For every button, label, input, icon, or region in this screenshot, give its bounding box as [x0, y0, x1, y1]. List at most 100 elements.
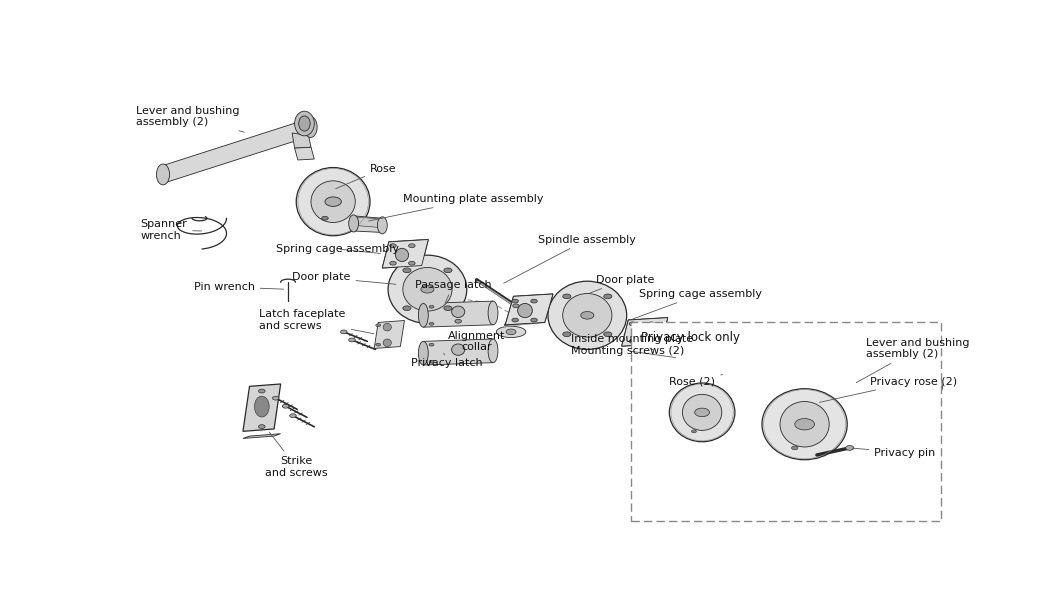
Ellipse shape [378, 217, 387, 234]
Circle shape [695, 408, 710, 416]
Circle shape [376, 343, 381, 346]
Text: Door plate: Door plate [292, 272, 396, 284]
Circle shape [349, 338, 355, 342]
Polygon shape [161, 119, 313, 183]
Circle shape [403, 306, 411, 311]
Circle shape [430, 360, 434, 363]
Ellipse shape [396, 248, 408, 261]
Text: Alignment
collar: Alignment collar [448, 330, 511, 352]
Circle shape [647, 322, 655, 326]
Circle shape [716, 389, 723, 393]
Text: Strike
and screws: Strike and screws [264, 432, 328, 478]
Circle shape [630, 322, 636, 326]
Circle shape [647, 339, 655, 343]
Text: Spring cage assembly: Spring cage assembly [633, 289, 762, 319]
Circle shape [258, 425, 266, 429]
Polygon shape [506, 294, 553, 325]
Circle shape [430, 343, 434, 346]
Circle shape [563, 294, 571, 299]
Ellipse shape [311, 181, 355, 223]
Ellipse shape [383, 339, 391, 347]
Circle shape [677, 337, 683, 341]
Polygon shape [353, 216, 382, 232]
Circle shape [403, 268, 411, 272]
Ellipse shape [762, 389, 847, 460]
Circle shape [512, 300, 518, 303]
Ellipse shape [418, 303, 428, 327]
Circle shape [282, 404, 289, 408]
Circle shape [421, 285, 434, 293]
Circle shape [389, 261, 397, 265]
Polygon shape [294, 147, 314, 160]
Polygon shape [292, 133, 311, 148]
Circle shape [506, 329, 516, 335]
Ellipse shape [563, 293, 612, 337]
Ellipse shape [690, 336, 768, 404]
Circle shape [322, 216, 328, 220]
Circle shape [630, 339, 636, 343]
Circle shape [430, 306, 434, 308]
Text: Spring cage assembly: Spring cage assembly [276, 244, 399, 254]
Polygon shape [780, 373, 936, 396]
Circle shape [795, 419, 815, 430]
Circle shape [845, 445, 854, 450]
Polygon shape [423, 339, 493, 365]
Circle shape [581, 312, 594, 319]
Ellipse shape [649, 341, 678, 366]
Ellipse shape [517, 303, 532, 318]
Circle shape [531, 318, 537, 322]
Ellipse shape [670, 383, 735, 442]
Circle shape [325, 197, 342, 207]
Circle shape [677, 356, 683, 360]
Circle shape [604, 294, 612, 299]
Circle shape [531, 300, 537, 303]
Ellipse shape [773, 368, 795, 394]
Text: Mounting screws (2): Mounting screws (2) [571, 346, 685, 357]
Polygon shape [382, 239, 428, 268]
Polygon shape [243, 434, 280, 438]
Circle shape [791, 446, 798, 450]
Circle shape [258, 389, 266, 393]
Circle shape [512, 318, 518, 322]
Text: Lever and bushing
assembly (2): Lever and bushing assembly (2) [136, 106, 244, 132]
Ellipse shape [488, 339, 498, 363]
Circle shape [657, 349, 670, 357]
Polygon shape [243, 384, 280, 431]
Ellipse shape [488, 301, 498, 325]
Ellipse shape [780, 402, 829, 447]
Ellipse shape [388, 255, 467, 323]
Ellipse shape [349, 215, 359, 232]
Text: Privacy rose (2): Privacy rose (2) [820, 376, 957, 402]
Ellipse shape [773, 373, 786, 391]
Ellipse shape [635, 327, 647, 339]
Text: Passage latch: Passage latch [415, 280, 492, 303]
Text: Door plate: Door plate [590, 275, 654, 293]
Text: Rose (2): Rose (2) [670, 375, 723, 387]
Ellipse shape [383, 323, 391, 331]
Circle shape [513, 304, 519, 308]
Text: Rose: Rose [335, 164, 397, 189]
Text: Latch faceplate
and screws: Latch faceplate and screws [259, 309, 373, 334]
Text: Lever and bushing
assembly (2): Lever and bushing assembly (2) [856, 338, 969, 383]
Polygon shape [375, 320, 404, 349]
Polygon shape [622, 318, 668, 346]
Text: Spanner
wrench: Spanner wrench [141, 220, 202, 241]
Text: Privacy pin: Privacy pin [853, 448, 935, 458]
Ellipse shape [639, 332, 688, 375]
Ellipse shape [707, 349, 752, 391]
Circle shape [455, 319, 461, 323]
Circle shape [408, 244, 415, 248]
Text: Pin wrench: Pin wrench [194, 282, 284, 292]
Circle shape [408, 261, 415, 265]
Circle shape [604, 332, 612, 336]
Text: Privacy lock only: Privacy lock only [641, 331, 740, 344]
Ellipse shape [304, 117, 317, 138]
Circle shape [444, 268, 452, 272]
Circle shape [563, 332, 571, 336]
Ellipse shape [296, 167, 370, 236]
Ellipse shape [779, 373, 790, 388]
Ellipse shape [496, 326, 526, 338]
Polygon shape [506, 294, 553, 325]
Circle shape [682, 347, 689, 351]
Circle shape [273, 396, 279, 400]
